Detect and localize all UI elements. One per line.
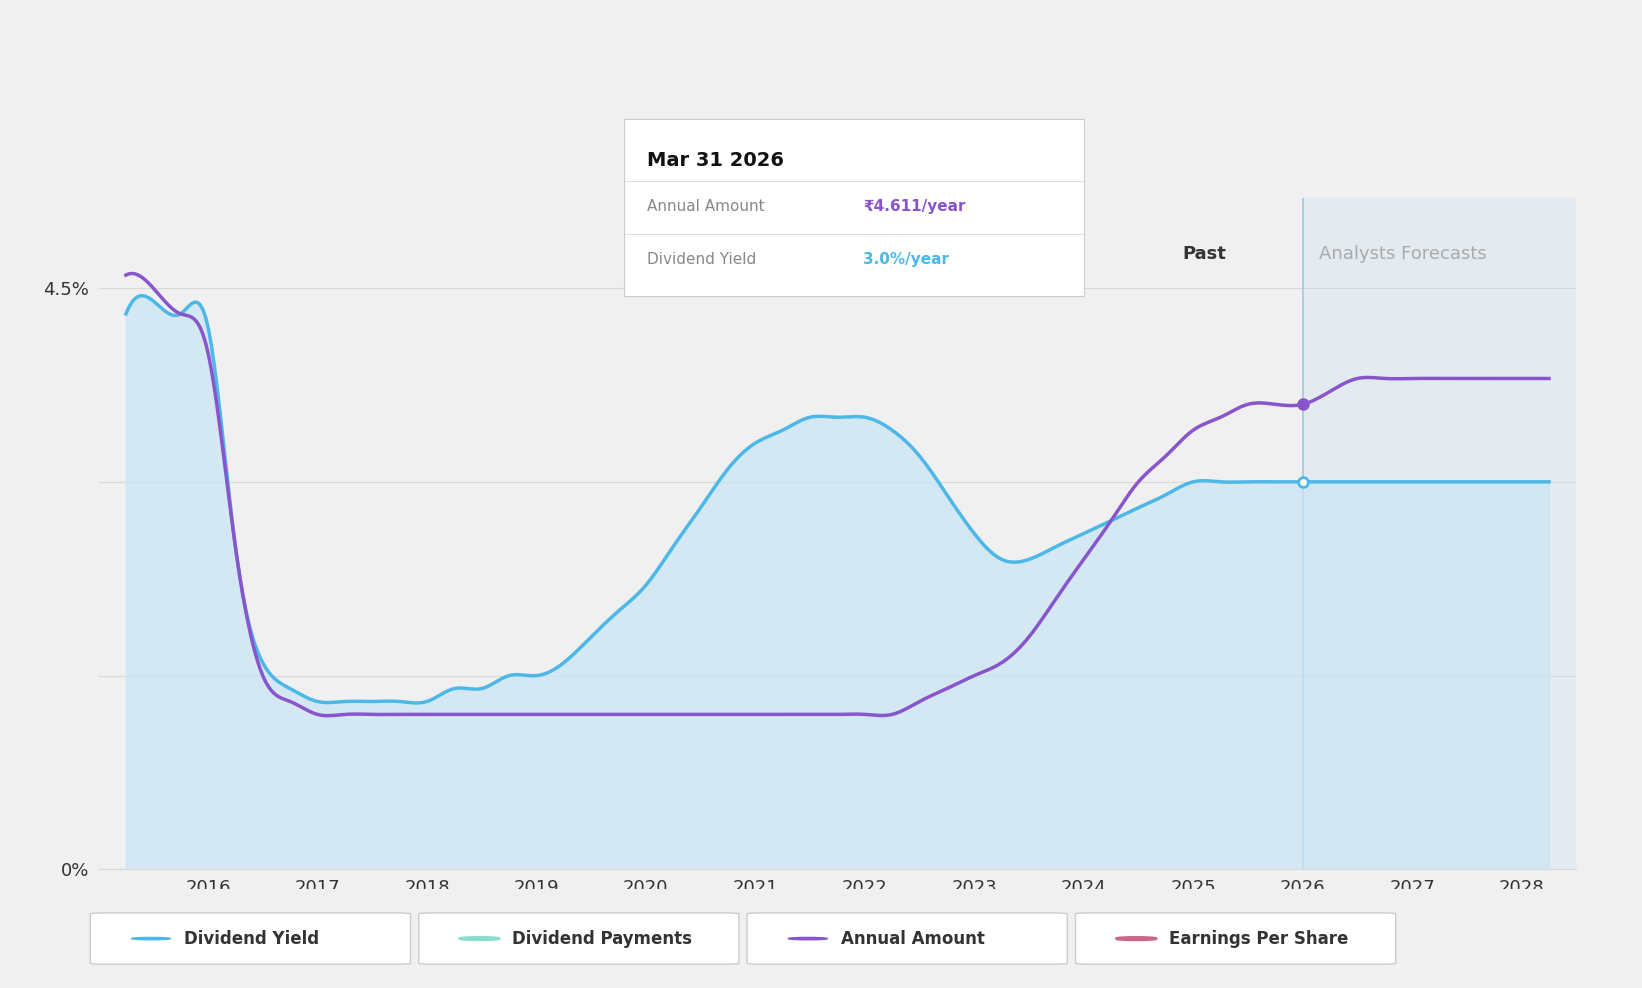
FancyBboxPatch shape: [90, 913, 410, 964]
Bar: [1302, 198, 1576, 869]
FancyBboxPatch shape: [747, 913, 1067, 964]
Text: Dividend Yield: Dividend Yield: [184, 930, 319, 947]
FancyBboxPatch shape: [419, 913, 739, 964]
FancyBboxPatch shape: [1076, 913, 1396, 964]
Circle shape: [460, 938, 499, 940]
Text: 3.0%/year: 3.0%/year: [864, 252, 949, 267]
Text: Earnings Per Share: Earnings Per Share: [1169, 930, 1348, 947]
Circle shape: [788, 938, 828, 940]
Circle shape: [1117, 938, 1156, 940]
Text: Annual Amount: Annual Amount: [841, 930, 985, 947]
Text: Annual Amount: Annual Amount: [647, 199, 765, 213]
Text: Past: Past: [1182, 245, 1227, 263]
Text: Analysts Forecasts: Analysts Forecasts: [1319, 245, 1486, 263]
Text: Mar 31 2026: Mar 31 2026: [647, 150, 783, 170]
Text: ₹4.611/year: ₹4.611/year: [864, 199, 965, 213]
Text: Dividend Payments: Dividend Payments: [512, 930, 693, 947]
Text: Dividend Yield: Dividend Yield: [647, 252, 757, 267]
Circle shape: [131, 938, 171, 940]
